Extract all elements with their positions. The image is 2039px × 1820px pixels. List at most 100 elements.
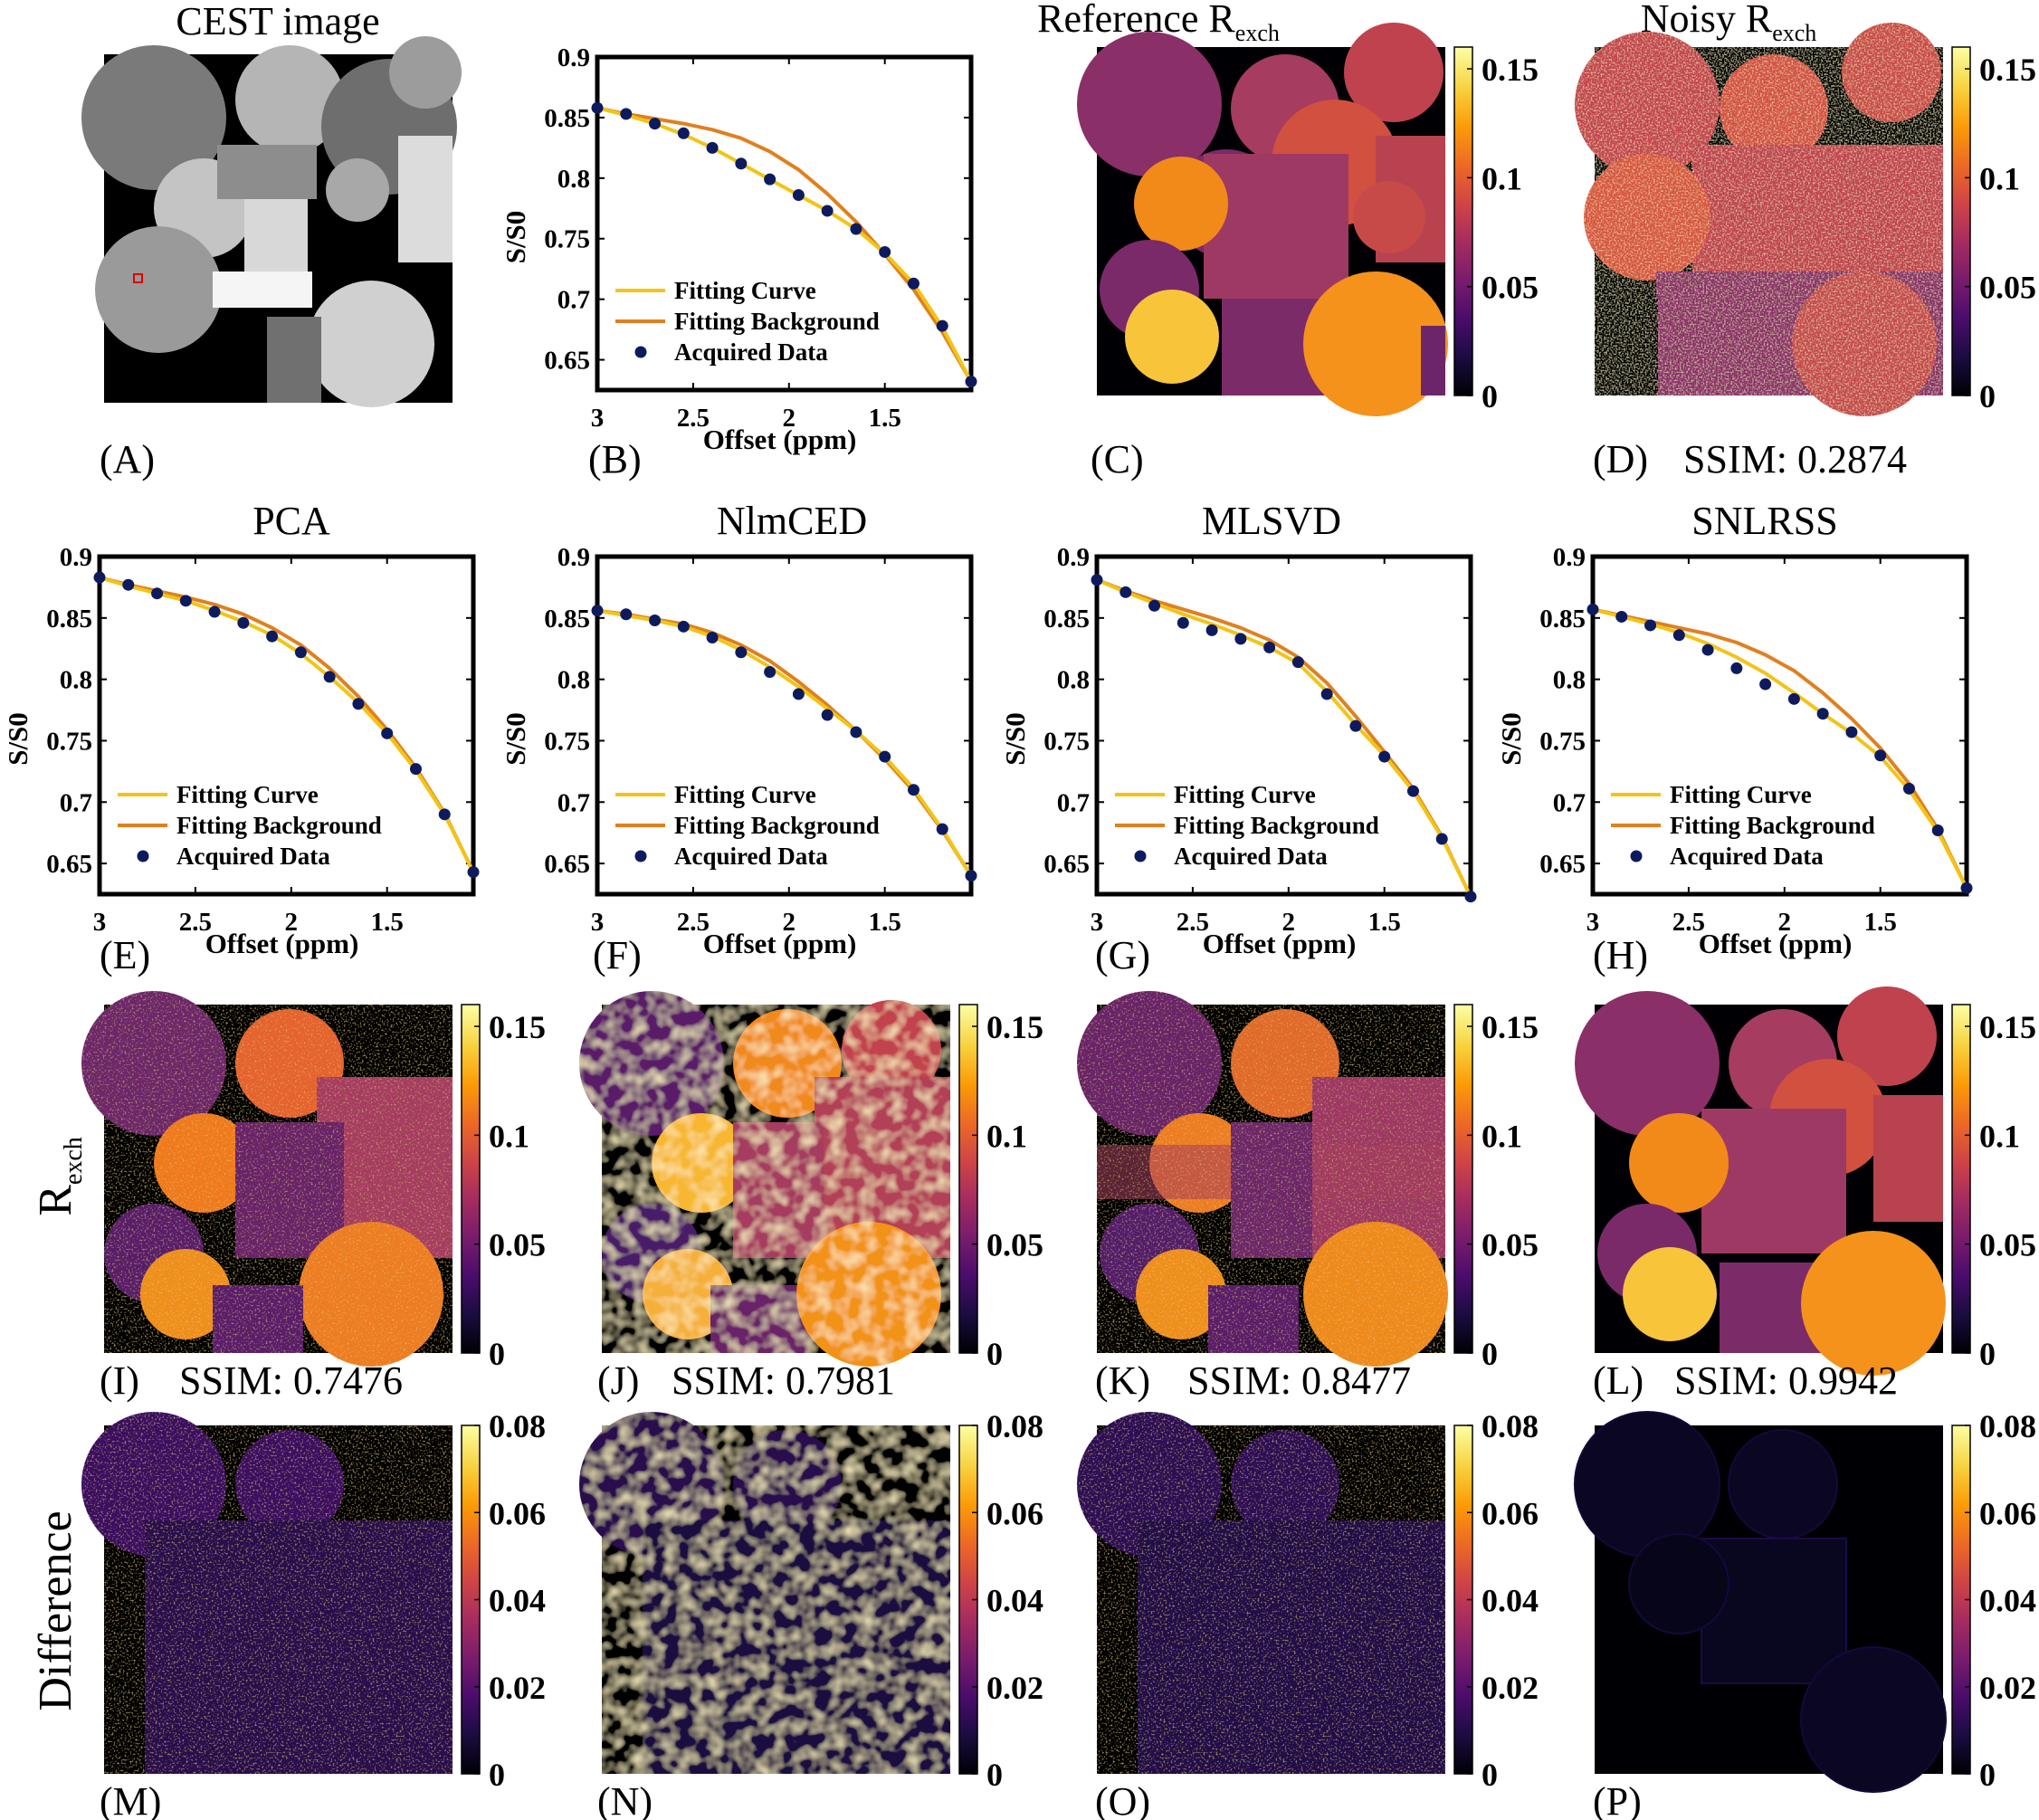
y-tick-label: 0.9 <box>1553 543 1586 572</box>
panel-j-label: (J) <box>597 1358 639 1403</box>
colorbar-tick-label: 0 <box>1482 378 1498 415</box>
colorbar-i: 0.15 0.1 0.05 0 <box>461 1004 546 1372</box>
acquired-data-point <box>1845 726 1858 738</box>
legend-swatch <box>1134 850 1147 862</box>
acquired-data-point <box>1615 610 1628 623</box>
x-axis-label: Offset (ppm) <box>205 928 359 959</box>
acquired-data-point <box>352 698 365 710</box>
colorbar-tick-label: 0.02 <box>986 1670 1043 1706</box>
acquired-data-point <box>706 632 719 644</box>
colorbar-tick-label: 0.04 <box>489 1583 546 1619</box>
colorbar-tick-label: 0.04 <box>986 1583 1043 1619</box>
y-tick-label: 0.85 <box>1539 605 1586 634</box>
panel-k-label: (K) <box>1095 1358 1150 1403</box>
acquired-data-point <box>1464 891 1477 903</box>
legend-swatch <box>634 850 647 862</box>
acquired-data-point <box>1234 633 1247 645</box>
colorbar-tick-label: 0.1 <box>1482 160 1522 196</box>
acquired-data-point <box>879 750 891 763</box>
acquired-data-point <box>792 189 805 202</box>
y-tick-label: 0.9 <box>557 43 590 72</box>
panel-e-label: (E) <box>100 933 150 977</box>
panel-n: 0.08 0.06 0.04 0.02 0 (N) <box>579 1408 1043 1820</box>
acquired-data-point <box>850 223 862 235</box>
colorbar-tick-label: 0.04 <box>1979 1583 2036 1619</box>
acquired-data-point <box>409 763 422 776</box>
colorbar-gradient <box>1951 1004 1971 1354</box>
acquired-data-point <box>620 608 633 621</box>
panel-l-label: (L) <box>1593 1358 1644 1403</box>
colorbar-j: 0.15 0.1 0.05 0 <box>958 1004 1043 1372</box>
panel-a-label: (A) <box>100 437 155 481</box>
panel-g-title: MLSVD <box>1202 499 1341 543</box>
acquired-data-point <box>706 141 719 154</box>
legend-swatch <box>1630 850 1643 862</box>
y-tick-label: 0.65 <box>544 347 590 376</box>
acquired-data-point <box>591 101 604 114</box>
panel-p: 0.08 0.06 0.04 0.02 0 (P) <box>1574 1408 2036 1820</box>
x-axis-label: Offset (ppm) <box>703 928 857 959</box>
colorbar-p: 0.08 0.06 0.04 0.02 0 <box>1951 1408 2036 1793</box>
panel-c-title: Reference Rexch <box>1037 0 1280 46</box>
x-tick-label: 2 <box>1778 908 1792 937</box>
legend-swatch <box>137 850 149 862</box>
x-tick-label: 3 <box>1091 908 1104 937</box>
panel-d: Noisy Rexch 0.150.10.050 (D) SSIM: 0.287… <box>1575 0 2036 481</box>
colorbar-tick-label: 0.06 <box>986 1495 1043 1531</box>
acquired-data-point <box>591 605 604 617</box>
y-tick-label: 0.85 <box>46 605 92 634</box>
panel-f-title: NlmCED <box>717 499 867 543</box>
acquired-data-point <box>1263 641 1276 653</box>
panel-d-label: (D) <box>1593 437 1648 481</box>
x-tick-label: 3 <box>591 908 605 937</box>
panel-l: 0.15 0.1 0.05 0 (L) SSIM: 0.9942 <box>1575 986 2036 1403</box>
x-tick-label: 3 <box>1586 908 1600 937</box>
snlrss-difference-map <box>1574 1411 1947 1793</box>
panel-b: (B) 0.9 0.85 0.8 0.75 0.7 0.653 2.5 2 1.5 Offset … <box>500 43 977 481</box>
y-tick-label: 0.7 <box>557 788 590 817</box>
colorbar-gradient <box>1453 46 1473 396</box>
colorbar-c: 0.15 0.1 0.05 0 <box>1453 46 1539 415</box>
legend-label: Fitting Curve <box>1174 781 1316 808</box>
acquired-data-point <box>936 823 948 835</box>
colorbar-tick-label: 0.06 <box>489 1495 546 1531</box>
panel-i: 0.15 0.1 0.05 0 (I) SSIM: 0.7476 <box>81 991 546 1403</box>
acquired-data-point <box>620 108 633 120</box>
mlsvd-difference-map <box>1077 1412 1445 1774</box>
plot-frame <box>595 554 974 897</box>
panel-m-label: (M) <box>100 1779 161 1820</box>
acquired-data-point <box>1120 586 1132 598</box>
colorbar-tick-label: 0.15 <box>986 1009 1043 1045</box>
acquired-data-point <box>1406 785 1419 797</box>
acquired-data-point <box>1378 750 1391 763</box>
acquired-data-point <box>438 808 451 821</box>
y-axis-label: S/S0 <box>500 211 531 264</box>
colorbar-tick-label: 0.15 <box>1979 52 2036 88</box>
acquired-data-point <box>879 245 891 258</box>
acquired-data-point <box>1902 782 1915 795</box>
colorbar-tick-label: 0.15 <box>1979 1009 2036 1045</box>
y-axis-label: S/S0 <box>1495 712 1527 766</box>
y-tick-label: 0.7 <box>1057 788 1090 817</box>
panel-a-title: CEST image <box>176 0 379 43</box>
y-tick-label: 0.65 <box>1539 850 1586 879</box>
legend-label: Fitting Curve <box>1670 781 1812 808</box>
y-tick-label: 0.8 <box>60 666 92 695</box>
x-axis-label: Offset (ppm) <box>703 424 857 455</box>
legend-label: Acquired Data <box>1174 843 1328 870</box>
x-tick-label: 2.5 <box>677 908 710 937</box>
acquired-data-point <box>179 595 192 607</box>
panel-k-ssim: SSIM: 0.8477 <box>1187 1358 1411 1403</box>
acquired-data-point <box>1672 629 1685 642</box>
acquired-data-point <box>208 605 221 618</box>
x-tick-label: 1.5 <box>1864 908 1897 937</box>
y-tick-label: 0.65 <box>1043 850 1090 879</box>
legend-label: Acquired Data <box>674 843 828 870</box>
panel-o-label: (O) <box>1095 1779 1150 1820</box>
panel-h-title: SNLRSS <box>1691 499 1837 543</box>
mlsvd-map <box>1077 991 1448 1367</box>
acquired-data-point <box>1586 603 1599 615</box>
panel-i-ssim: SSIM: 0.7476 <box>179 1358 403 1403</box>
y-tick-label: 0.7 <box>60 788 92 817</box>
pca-difference-map <box>81 1412 453 1774</box>
